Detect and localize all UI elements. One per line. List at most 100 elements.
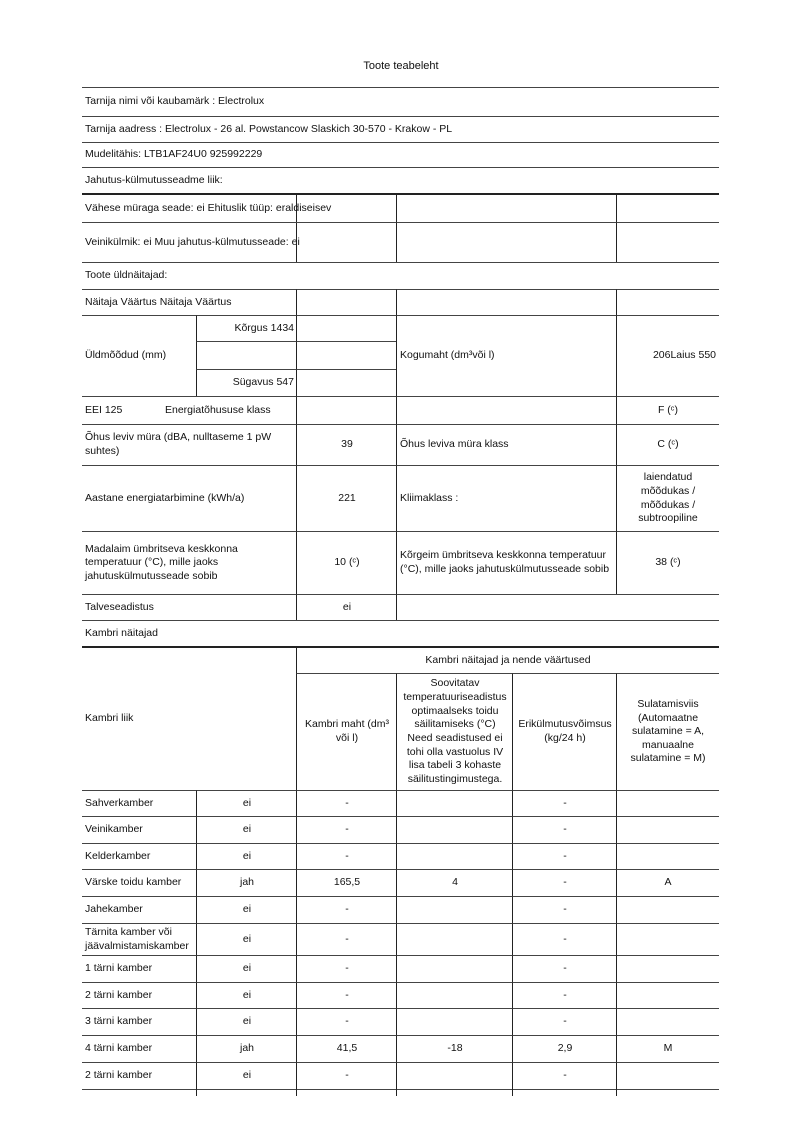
compartment-temperature — [396, 923, 513, 956]
compartment-volume: - — [296, 896, 397, 924]
cell-text: 10 (ᶜ) — [334, 556, 360, 569]
compartment-present: ei — [196, 982, 297, 1009]
compartment-present: jah — [196, 1035, 297, 1063]
cell-text: Kambri maht (dm³ või l) — [304, 718, 389, 744]
compartment-present: ei — [196, 1062, 297, 1090]
table-continuation — [396, 1089, 513, 1096]
compartment-present: ei — [196, 1008, 297, 1036]
compartment-name: 3 tärni kamber — [82, 1008, 197, 1036]
compartment-name: 4 tärni kamber — [82, 1035, 197, 1063]
noise-value: 39 — [296, 424, 397, 466]
max-temp-label: Kõrgeim ümbritseva keskkonna temperatuur… — [396, 531, 617, 595]
compartment-capacity: 2,9 — [512, 1035, 617, 1063]
cell-text: ei — [242, 796, 252, 809]
cell-text: Üldmõõdud (mm) — [85, 349, 167, 362]
low-noise-row: Vähese müraga seade: ei Ehituslik tüüp: … — [82, 193, 331, 223]
compartment-volume: - — [296, 843, 397, 870]
cell-text: A — [664, 876, 672, 889]
compartment-name: Sahverkamber — [82, 790, 197, 817]
compartment-capacity: - — [512, 816, 617, 844]
cell-text: Jahutus-külmutusseadme liik: — [85, 173, 223, 186]
cell-text: 41,5 — [336, 1042, 358, 1055]
compartment-volume: - — [296, 1062, 397, 1090]
cell-text: Kogumaht (dm³või l) — [400, 349, 495, 362]
cell-text: Kelderkamber — [85, 849, 151, 862]
table-cell — [296, 369, 397, 397]
compartment-defrost — [616, 896, 719, 924]
model-row: Mudelitähis: LTB1AF24U0 925992229 — [82, 142, 719, 168]
cell-text: ei — [242, 849, 252, 862]
cell-text: - — [563, 796, 567, 809]
compartment-volume: - — [296, 1008, 397, 1036]
cell-text: Soovitatav temperatuuriseadistus optimaa… — [403, 677, 507, 785]
compartment-capacity: - — [512, 1062, 617, 1090]
cell-text: Tarnija nimi või kaubamärk : Electrolux — [85, 95, 265, 108]
cell-text: - — [563, 903, 567, 916]
cell-text: 2,9 — [557, 1042, 573, 1055]
compartment-present: jah — [196, 869, 297, 897]
supplier-row: Tarnija nimi või kaubamärk : Electrolux — [82, 87, 719, 117]
cell-text: ei — [342, 600, 352, 613]
cell-text: - — [563, 876, 567, 889]
compartment-temperature — [396, 1062, 513, 1090]
compartment-temperature — [396, 790, 513, 817]
table-continuation — [196, 1089, 297, 1096]
cell-text: Jahekamber — [85, 903, 143, 916]
cell-text: C (ᶜ) — [657, 438, 679, 451]
table-cell — [296, 341, 397, 370]
cell-text: -18 — [447, 1042, 463, 1055]
cell-text: Tärnita kamber või jäävalmistamiskamber — [85, 925, 189, 952]
compartment-capacity: - — [512, 923, 617, 956]
cell-text: Tarnija aadress : Electrolux - 26 al. Po… — [85, 122, 453, 135]
compartment-temperature — [396, 1008, 513, 1036]
cell-text: Vähese müraga seade: ei Ehituslik tüüp: … — [85, 201, 332, 214]
compartment-temperature — [396, 955, 513, 983]
compartment-defrost — [616, 955, 719, 983]
table-cell — [296, 289, 397, 316]
compartment-defrost — [616, 816, 719, 844]
compartment-defrost — [616, 843, 719, 870]
noise-class-value: C (ᶜ) — [616, 424, 719, 466]
noise-class-label: Õhus leviva müra klass — [396, 424, 617, 466]
cell-text: ei — [242, 1069, 252, 1082]
compartment-name: Kelderkamber — [82, 843, 197, 870]
compartment-defrost: M — [616, 1035, 719, 1063]
energy-class-label: Energiatõhususe klass — [162, 396, 299, 425]
compartments-section-heading: Kambri näitajad — [82, 620, 719, 647]
compartment-volume: 41,5 — [296, 1035, 397, 1063]
table-continuation — [296, 1089, 397, 1096]
cell-text: Õhus leviva müra klass — [400, 438, 509, 451]
compartment-present: ei — [196, 816, 297, 844]
compartment-temperature — [396, 982, 513, 1009]
compartment-volume: 165,5 — [296, 869, 397, 897]
compartment-defrost — [616, 982, 719, 1009]
annual-energy-value: 221 — [296, 465, 397, 532]
climate-value: laiendatud mõõdukas / mõõdukas / subtroo… — [616, 465, 719, 532]
min-temp-value: 10 (ᶜ) — [296, 531, 397, 595]
table-cell — [296, 396, 397, 425]
eei-value: EEI 125 — [82, 396, 161, 425]
compartment-volume: - — [296, 923, 397, 956]
cell-text: Kambri näitajad ja nende väärtused — [425, 653, 591, 666]
cell-text: 39 — [341, 438, 353, 451]
table-cell — [296, 222, 397, 263]
table-continuation — [616, 1089, 719, 1096]
compartment-name: Veinikamber — [82, 816, 197, 844]
cell-text: Veinikülmik: ei Muu jahutus-külmutussead… — [85, 235, 300, 248]
cell-text: Kõrgeim ümbritseva keskkonna temperatuur… — [400, 549, 610, 575]
cell-text: 4 — [452, 876, 458, 889]
cell-text: Kliimaklass : — [400, 491, 459, 504]
cell-text: M — [663, 1042, 673, 1055]
cell-text: Madalaim ümbritseva keskkonna temperatuu… — [85, 542, 238, 582]
type-label-row: Jahutus-külmutusseadme liik: — [82, 167, 719, 194]
cell-text: - — [345, 962, 349, 975]
compartment-defrost — [616, 923, 719, 956]
table-cell — [396, 193, 617, 223]
compartment-name: 2 tärni kamber — [82, 1062, 197, 1090]
compartment-name: 1 tärni kamber — [82, 955, 197, 983]
cell-text: Kambri liik — [85, 712, 134, 725]
compartment-defrost: A — [616, 869, 719, 897]
compartment-capacity: - — [512, 869, 617, 897]
cell-text: Aastane energiatarbimine (kWh/a) — [85, 491, 245, 504]
